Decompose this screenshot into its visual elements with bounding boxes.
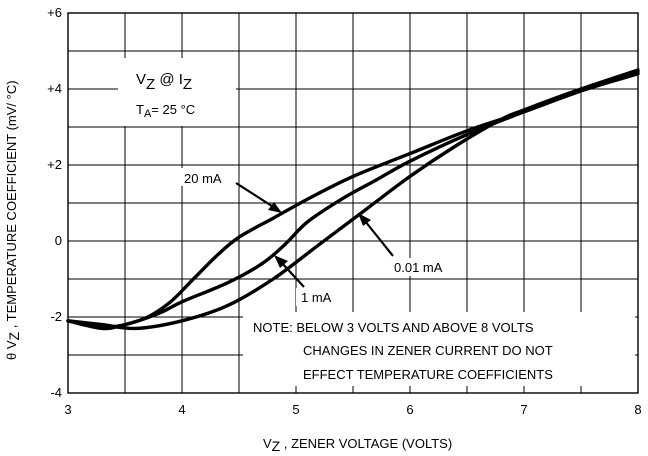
condition-vz-iz: VZ @ IZ — [136, 71, 192, 93]
y-tick-label: +4 — [47, 81, 62, 96]
y-tick-label: +6 — [47, 5, 62, 20]
condition-box: VZ @ IZ TA= 25 °C — [118, 58, 236, 126]
arrowhead-1ma — [274, 255, 288, 268]
label-20ma-bg — [176, 168, 236, 186]
note-line-1: NOTE: BELOW 3 VOLTS AND ABOVE 8 VOLTS — [253, 320, 534, 335]
y-axis-title: θ VZ , TEMPERATURE COEFFICIENT (mV/ °C) — [4, 80, 22, 360]
x-tick-label: 5 — [292, 402, 299, 417]
tick-labels: 3 4 5 6 7 8 -4 -2 0 +2 +4 +6 — [47, 5, 641, 417]
label-001ma-bg — [380, 258, 458, 276]
series-line-0-01-ma — [66, 68, 640, 331]
note-box: NOTE: BELOW 3 VOLTS AND ABOVE 8 VOLTS CH… — [243, 312, 635, 386]
label-1ma: 1 mA — [301, 290, 332, 305]
series-curves — [66, 68, 640, 331]
arrowhead-001ma — [358, 213, 371, 226]
arrowhead-20ma — [268, 202, 282, 213]
arrow-001ma — [364, 220, 394, 257]
arrow-20ma — [235, 182, 276, 209]
condition-box-bg — [118, 58, 236, 126]
x-axis-title: VZ , ZENER VOLTAGE (VOLTS) — [263, 436, 452, 454]
label-1ma-bg — [296, 288, 340, 306]
x-tick-label: 8 — [634, 402, 641, 417]
plot-frame — [67, 12, 639, 394]
note-box-bg — [243, 312, 635, 386]
x-tick-label: 7 — [520, 402, 527, 417]
x-tick-label: 6 — [406, 402, 413, 417]
note-line-2: CHANGES IN ZENER CURRENT DO NOT — [303, 343, 553, 358]
y-tick-label: -4 — [50, 385, 62, 400]
x-tick-label: 4 — [178, 402, 185, 417]
note-line-3: EFFECT TEMPERATURE COEFFICIENTS — [303, 367, 553, 382]
arrow-1ma — [280, 261, 305, 288]
condition-ta: TA= 25 °C — [136, 102, 195, 120]
y-tick-label: 0 — [55, 233, 62, 248]
label-20ma: 20 mA — [184, 171, 222, 186]
label-001ma: 0.01 mA — [394, 260, 443, 275]
x-tick-label: 3 — [64, 402, 71, 417]
y-tick-label: -2 — [50, 309, 62, 324]
curve-annotations: 20 mA 1 mA 0.01 mA — [176, 168, 458, 306]
y-tick-label: +2 — [47, 157, 62, 172]
